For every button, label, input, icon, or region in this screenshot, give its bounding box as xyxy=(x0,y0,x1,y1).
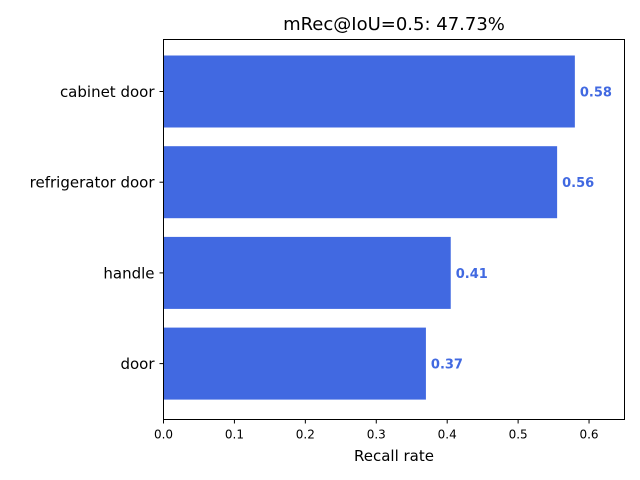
bar-door xyxy=(163,327,426,400)
x-tick-label-0-5: 0.5 xyxy=(509,428,528,442)
plot-frame xyxy=(163,39,625,420)
bars-group: 0.58 0.56 0.41 0.37 xyxy=(163,55,612,400)
x-tick-label-0-0: 0.0 xyxy=(154,428,173,442)
x-tick-label-0-2: 0.2 xyxy=(296,428,315,442)
value-label-door: 0.37 xyxy=(431,358,463,373)
category-label-door: door xyxy=(120,355,155,373)
category-label-cabinet-door: cabinet door xyxy=(60,83,155,101)
value-label-refrigerator-door: 0.56 xyxy=(562,176,594,191)
x-tick-label-0-1: 0.1 xyxy=(225,428,244,442)
value-label-cabinet-door: 0.58 xyxy=(580,86,612,101)
category-label-refrigerator-door: refrigerator door xyxy=(30,174,156,192)
category-labels: cabinet door refrigerator door handle door xyxy=(30,83,164,373)
bar-refrigerator-door xyxy=(163,146,558,219)
value-label-handle: 0.41 xyxy=(456,267,488,282)
chart-title: mRec@IoU=0.5: 47.73% xyxy=(283,14,505,35)
bar-handle xyxy=(163,236,451,309)
x-axis-label: Recall rate xyxy=(354,447,434,465)
bar-cabinet-door xyxy=(163,55,575,128)
category-label-handle: handle xyxy=(103,264,154,282)
x-ticks: 0.0 0.1 0.2 0.3 0.4 0.5 0.6 xyxy=(154,419,599,442)
x-tick-label-0-6: 0.6 xyxy=(579,428,598,442)
x-tick-label-0-3: 0.3 xyxy=(367,428,386,442)
x-tick-label-0-4: 0.4 xyxy=(438,428,457,442)
